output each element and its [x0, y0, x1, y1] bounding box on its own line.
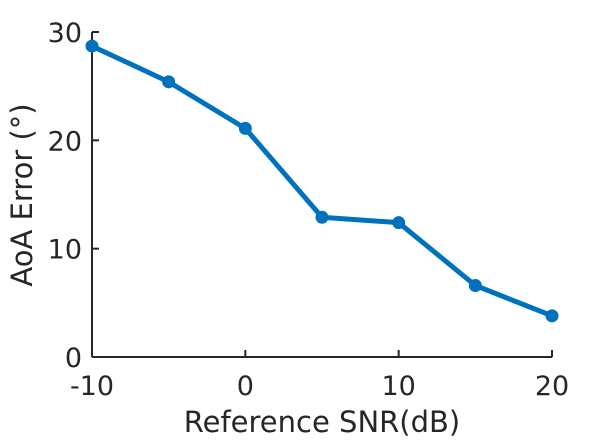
x-ticks: -10 0 10 20 — [70, 350, 569, 402]
y-axis-title: AoA Error (°) — [5, 103, 39, 286]
axes — [91, 32, 552, 358]
y-ticks: 0 10 20 30 — [48, 18, 99, 374]
data-point — [392, 216, 406, 230]
series-line — [89, 43, 555, 319]
data-point — [85, 39, 99, 53]
data-point — [162, 75, 176, 89]
data-point — [238, 121, 252, 135]
data-point — [545, 309, 559, 323]
y-tick-label: 10 — [48, 235, 82, 266]
x-tick-label: -10 — [70, 371, 114, 402]
series-group — [85, 39, 559, 323]
data-point — [315, 210, 329, 224]
y-tick-label: 30 — [48, 18, 82, 49]
y-tick-label: 20 — [48, 126, 82, 157]
y-tick-label: 0 — [65, 343, 82, 374]
x-tick-label: 0 — [237, 371, 254, 402]
x-axis-title: Reference SNR(dB) — [184, 405, 460, 439]
x-tick-label: 10 — [381, 371, 415, 402]
x-tick-label: 20 — [535, 371, 569, 402]
data-point — [468, 279, 482, 292]
